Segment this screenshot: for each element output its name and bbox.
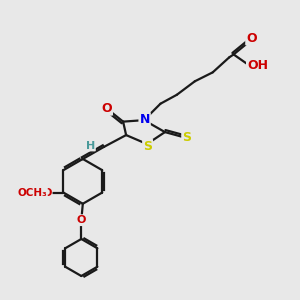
Text: N: N: [140, 113, 150, 126]
Text: O: O: [101, 102, 112, 115]
Text: O: O: [246, 32, 257, 44]
Text: S: S: [182, 131, 191, 144]
Text: O: O: [42, 188, 52, 198]
Text: OCH₃: OCH₃: [17, 188, 47, 198]
Text: OH: OH: [247, 59, 268, 72]
Text: O: O: [76, 215, 86, 225]
Text: S: S: [143, 140, 152, 153]
Text: H: H: [86, 140, 95, 151]
